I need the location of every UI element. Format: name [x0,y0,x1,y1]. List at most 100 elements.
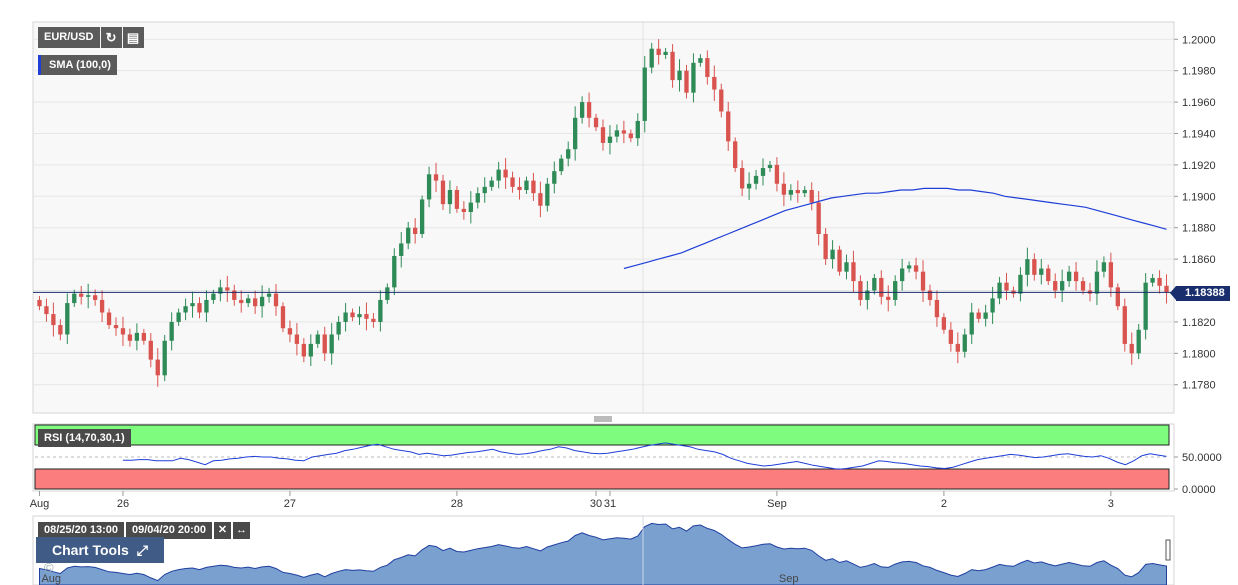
sma-indicator-label[interactable]: SMA (100,0) [38,55,117,75]
candle-body [1115,287,1120,307]
candle-body [1164,285,1169,293]
candle-body [392,255,397,288]
candle-body [920,271,926,291]
candle-body [92,295,98,300]
candle-body [169,321,174,341]
candle-body [1053,281,1058,291]
candle-body [127,334,133,341]
candle-body [976,312,981,319]
expand-horizontal-icon[interactable]: ↔ [233,522,251,539]
candle-body [837,249,842,272]
candle-body [1108,262,1114,288]
candle-body [259,296,265,307]
candle-body [962,334,967,352]
candle-body [44,306,49,315]
candle-body [454,190,460,209]
time-tick-label: 3 [1108,498,1114,510]
candle-body [607,136,613,143]
candle-body [1094,271,1100,294]
price-grid [33,38,1174,386]
candle-body [385,287,390,300]
candle-body [197,303,202,313]
candle-body [99,299,105,313]
candle-body [273,293,279,307]
navigator-tick-label: Aug [41,573,61,585]
candle-body [712,76,717,90]
price-tick-label: 1.1900 [1182,191,1216,203]
candle-body [280,306,286,329]
candle-body [1101,262,1107,272]
candle-body [294,334,300,344]
rsi-indicator-label[interactable]: RSI (14,70,30,1) [38,429,131,447]
candle-body [211,293,216,300]
range-end[interactable]: 09/04/20 20:00 [126,522,213,539]
candle-body [371,318,376,322]
close-icon[interactable]: ✕ [214,522,232,539]
candle-body [899,268,905,282]
sma-line [623,187,1167,270]
price-tick-label: 1.1960 [1182,97,1216,109]
candle-body [1066,271,1072,282]
candle-body [621,130,627,134]
candle-body [656,48,661,55]
candle-body [1136,329,1141,354]
candle-body [872,277,877,291]
chart-tools-label: Chart Tools [52,542,129,558]
candle-body [510,177,515,187]
date-range-bar: 08/25/20 13:00 09/04/20 20:00 ✕ ↔ [38,522,252,539]
candle-body [767,164,773,169]
candle-body [517,186,522,191]
candle-body [552,171,557,184]
candle-body [1039,268,1044,275]
candle-body [698,58,703,63]
chart-tools-button[interactable]: Chart Tools ⤢ [36,537,164,563]
candle-body [1122,306,1127,344]
candle-body [906,265,912,269]
symbol-label[interactable]: EUR/USD [38,27,100,48]
candle-body [990,298,995,313]
candle-body [37,299,42,307]
candle-body [719,89,724,112]
candle-body [141,332,146,341]
candle-body [893,281,898,300]
candle-body [684,70,689,93]
candle-body [1129,343,1134,354]
time-tick-label: 31 [604,498,616,510]
candle-body [461,208,467,213]
price-tick-label: 1.1980 [1182,66,1216,78]
candle-body [844,262,849,272]
price-axis: 1.2000 1.1980 1.1960 1.1940 1.1920 1.1900 1.18… [1174,34,1216,392]
candle-body [1060,281,1065,291]
candle-body [524,180,529,191]
candle-body [468,202,473,213]
candle-body [225,287,230,291]
candle-body [941,317,947,330]
calendar-icon[interactable]: ▤ [122,27,144,48]
candle-body [760,168,766,176]
candle-body [927,290,933,300]
candle-body [753,175,759,184]
candle-body [1143,282,1148,330]
candle-body [406,227,411,244]
candle-body [948,329,954,344]
candle-body [545,183,550,206]
candle-body [934,299,940,318]
navigator-right-handle[interactable] [1165,539,1171,561]
candle-body [955,343,960,352]
candle-body [823,233,828,260]
navigator-axis: Aug Sep [41,573,798,585]
time-tick-label: 2 [941,498,947,510]
candle-body [378,299,383,322]
candle-body [503,169,508,178]
price-panel [32,21,1175,414]
range-start[interactable]: 08/25/20 13:00 [38,522,125,539]
candle-body [155,359,160,376]
candle-body [677,70,682,81]
candle-body [739,168,745,189]
candle-body [176,312,181,322]
refresh-icon[interactable]: ↻ [100,27,122,48]
candle-body [1032,259,1037,275]
candle-body [79,293,84,297]
candle-body [58,325,63,335]
